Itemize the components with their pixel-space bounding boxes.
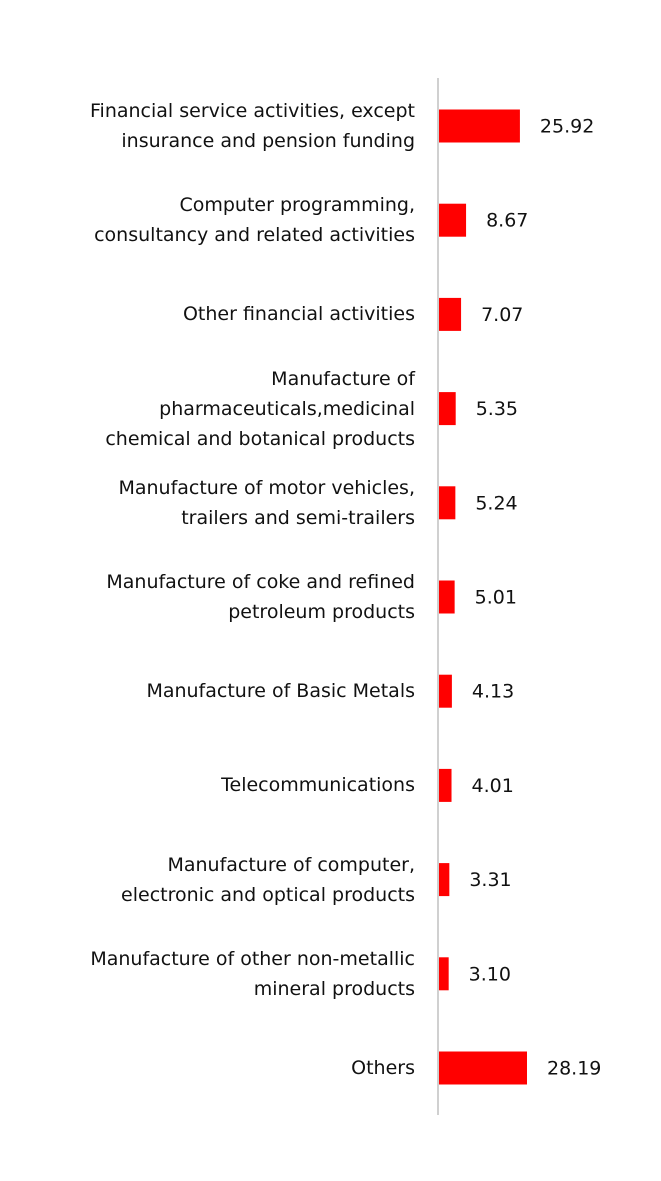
value-label: 3.10 [469, 963, 511, 985]
bar [439, 768, 452, 802]
value-label: 4.01 [472, 775, 514, 797]
category-label: Telecommunications [221, 774, 415, 797]
value-label: 4.13 [472, 681, 514, 703]
category-label: Other financial activities [182, 303, 415, 326]
bar [439, 392, 456, 426]
category-label: Manufacture of coke and refined petroleu… [106, 571, 415, 623]
value-label: 5.35 [476, 398, 518, 420]
value-label: 5.01 [475, 587, 517, 609]
category-label: Financial service activities, except ins… [90, 100, 415, 152]
bar [439, 486, 456, 520]
category-label: Others [351, 1057, 415, 1079]
category-label: Manufacture of Basic Metals [146, 680, 415, 703]
bar [439, 109, 520, 143]
value-label: 8.67 [486, 210, 528, 232]
value-label: 25.92 [540, 116, 594, 138]
value-label: 28.19 [547, 1058, 601, 1080]
category-label: Computer programming, consultancy and re… [94, 194, 415, 247]
value-label: 7.07 [481, 304, 523, 326]
category-label: Manufacture of motor vehicles, trailers … [118, 476, 415, 529]
bar [439, 674, 452, 708]
bar [439, 580, 455, 614]
category-label: Manufacture of computer, electronic and … [121, 853, 415, 906]
bar [439, 957, 449, 991]
bar [439, 863, 450, 897]
category-label: Manufacture of pharmaceuticals,medicinal… [105, 367, 415, 450]
bar [439, 1051, 527, 1085]
value-label: 5.24 [475, 492, 517, 514]
bar [439, 297, 462, 331]
value-label: 3.31 [469, 869, 511, 891]
category-label: Manufacture of other non-metallic minera… [90, 947, 415, 1000]
bar [439, 203, 467, 237]
